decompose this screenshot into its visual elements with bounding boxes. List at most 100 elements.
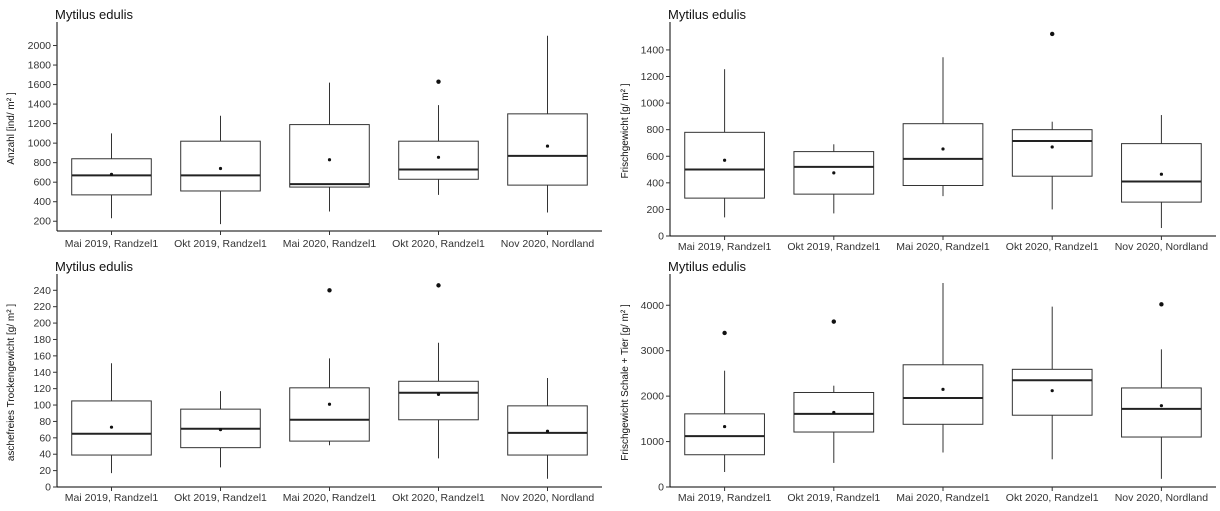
mean-point (1050, 145, 1054, 149)
y-tick-label: 20 (39, 465, 51, 477)
y-tick-label: 80 (39, 416, 51, 428)
mean-point (723, 424, 727, 429)
y-tick-label: 1000 (641, 98, 665, 110)
x-tick-label: Okt 2019, Randzel1 (787, 492, 880, 504)
y-axis-label: Anzahl [ind/ m² ] (6, 92, 17, 164)
mean-point (1050, 389, 1054, 393)
y-tick-label: 1000 (641, 436, 665, 448)
mean-point (218, 428, 223, 432)
y-tick-label: 1800 (28, 60, 52, 72)
y-tick-label: 600 (646, 151, 664, 163)
y-tick-label: 220 (33, 301, 51, 313)
chart-panel-anzahl: Mytilus edulis Anzahl [ind/ m² ] 200 400 600… (0, 0, 606, 259)
y-axis-label: Frischgewicht [g/ m² ] (620, 83, 631, 178)
box-iqr (902, 364, 984, 425)
y-tick-label: 200 (646, 204, 664, 216)
y-tick-label: 1200 (641, 71, 665, 83)
y-tick-label: 180 (33, 334, 51, 346)
mean-point (941, 147, 945, 151)
y-tick-label: 140 (33, 367, 51, 379)
mean-point (941, 387, 945, 391)
y-tick-label: 40 (39, 449, 51, 461)
y-tick-label: 2000 (28, 40, 52, 52)
y-tick-label: 60 (39, 432, 51, 444)
y-tick-label: 2000 (641, 391, 665, 403)
mean-point (832, 410, 836, 415)
box-iqr (289, 124, 370, 188)
y-tick-label: 1000 (28, 138, 52, 150)
mean-point (218, 166, 223, 171)
y-tick-label: 400 (646, 177, 664, 189)
y-tick-label: 0 (658, 482, 664, 494)
x-tick-label: Okt 2020, Randzel1 (1006, 241, 1099, 253)
mean-point (327, 402, 332, 406)
box-iqr (1011, 129, 1093, 177)
chart-aschefreies-trockengewicht: Mytilus edulis aschefreies Trockengewicht… (6, 259, 602, 504)
x-tick-label: Mai 2019, Randzel1 (678, 241, 772, 253)
chart-anzahl: Mytilus edulis Anzahl [ind/ m² ] 200 400 600… (6, 7, 602, 250)
x-tick-label: Okt 2020, Randzel1 (392, 492, 485, 504)
mean-point (109, 172, 114, 176)
y-tick-label: 600 (33, 177, 51, 189)
x-tick-label: Nov 2020, Nordland (501, 238, 595, 250)
x-tick-label: Okt 2020, Randzel1 (392, 238, 485, 250)
y-tick-label: 0 (658, 231, 664, 243)
y-tick-label: 0 (45, 482, 51, 494)
y-axis-label: Frischgewicht Schale + Tier [g/ m² ] (620, 304, 631, 461)
mean-point (1159, 172, 1163, 176)
mean-point (832, 171, 836, 175)
x-tick-label: Okt 2020, Randzel1 (1006, 492, 1099, 504)
mean-point (1159, 404, 1163, 408)
outlier-point (436, 79, 441, 84)
chart-title: Mytilus edulis (668, 259, 747, 274)
y-tick-label: 400 (33, 196, 51, 208)
box-iqr (507, 113, 588, 186)
chart-panel-frischgewicht-schale-tier: Mytilus edulis Frischgewicht Schale + Tie… (614, 254, 1220, 511)
x-tick-label: Mai 2020, Randzel1 (896, 492, 990, 504)
box-iqr (398, 140, 479, 180)
x-tick-label: Mai 2020, Randzel1 (283, 492, 377, 504)
chart-frischgewicht-schale-tier: Mytilus edulis Frischgewicht Schale + Tie… (620, 259, 1216, 504)
x-tick-label: Mai 2019, Randzel1 (678, 492, 772, 504)
outlier-point (327, 288, 332, 293)
y-tick-label: 800 (33, 157, 51, 169)
outlier-point (831, 319, 836, 324)
y-tick-label: 1200 (28, 118, 52, 130)
x-tick-label: Mai 2019, Randzel1 (65, 492, 159, 504)
box-iqr (684, 413, 765, 456)
y-tick-label: 240 (33, 285, 51, 297)
y-tick-label: 160 (33, 350, 51, 362)
y-tick-label: 100 (33, 400, 51, 412)
mean-point (436, 392, 441, 396)
box-iqr (289, 387, 370, 442)
box-iqr (902, 123, 984, 186)
y-tick-label: 120 (33, 383, 51, 395)
y-axis-label: aschefreies Trockengewicht [g/ m² ] (6, 304, 17, 462)
mean-point (436, 155, 441, 159)
x-tick-label: Mai 2019, Randzel1 (65, 238, 159, 250)
y-tick-label: 200 (33, 318, 51, 330)
box-iqr (180, 140, 261, 192)
y-tick-label: 4000 (641, 300, 665, 312)
box-iqr (398, 380, 479, 421)
y-tick-label: 3000 (641, 345, 665, 357)
chart-title: Mytilus edulis (55, 7, 134, 22)
mean-point (109, 425, 114, 429)
chart-title: Mytilus edulis (55, 259, 134, 274)
box-iqr (1121, 387, 1202, 438)
x-tick-label: Mai 2020, Randzel1 (283, 238, 377, 250)
outlier-point (436, 283, 441, 288)
chart-frischgewicht: Mytilus edulis Frischgewicht [g/ m² ] 0 200… (620, 7, 1216, 253)
y-tick-label: 800 (646, 124, 664, 136)
mean-point (545, 429, 550, 433)
x-tick-label: Mai 2020, Randzel1 (896, 241, 990, 253)
x-tick-label: Nov 2020, Nordland (1115, 241, 1209, 253)
box-iqr (684, 131, 765, 199)
chart-title: Mytilus edulis (668, 7, 747, 22)
chart-panel-frischgewicht: Mytilus edulis Frischgewicht [g/ m² ] 0 200… (614, 0, 1220, 259)
mean-point (545, 144, 550, 148)
x-tick-label: Okt 2019, Randzel1 (174, 492, 267, 504)
outlier-point (1050, 31, 1055, 37)
y-tick-label: 1600 (28, 79, 52, 91)
x-tick-label: Nov 2020, Nordland (501, 492, 595, 504)
